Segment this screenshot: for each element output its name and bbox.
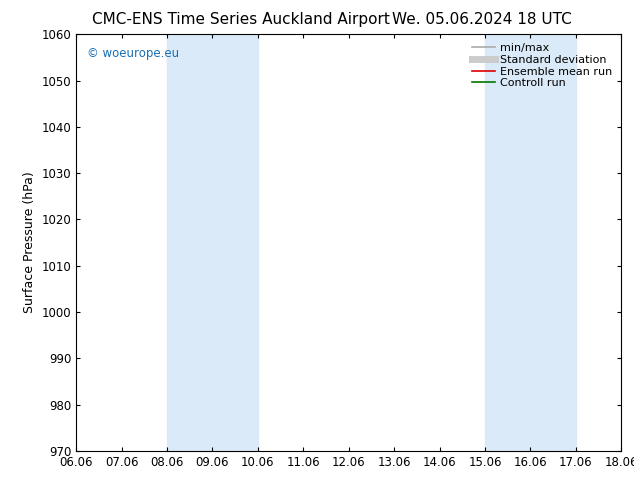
Bar — [485, 34, 576, 451]
Text: We. 05.06.2024 18 UTC: We. 05.06.2024 18 UTC — [392, 12, 572, 27]
Text: CMC-ENS Time Series Auckland Airport: CMC-ENS Time Series Auckland Airport — [92, 12, 390, 27]
Text: © woeurope.eu: © woeurope.eu — [87, 47, 179, 60]
Y-axis label: Surface Pressure (hPa): Surface Pressure (hPa) — [23, 172, 36, 314]
Legend: min/max, Standard deviation, Ensemble mean run, Controll run: min/max, Standard deviation, Ensemble me… — [469, 40, 616, 92]
Bar — [167, 34, 258, 451]
